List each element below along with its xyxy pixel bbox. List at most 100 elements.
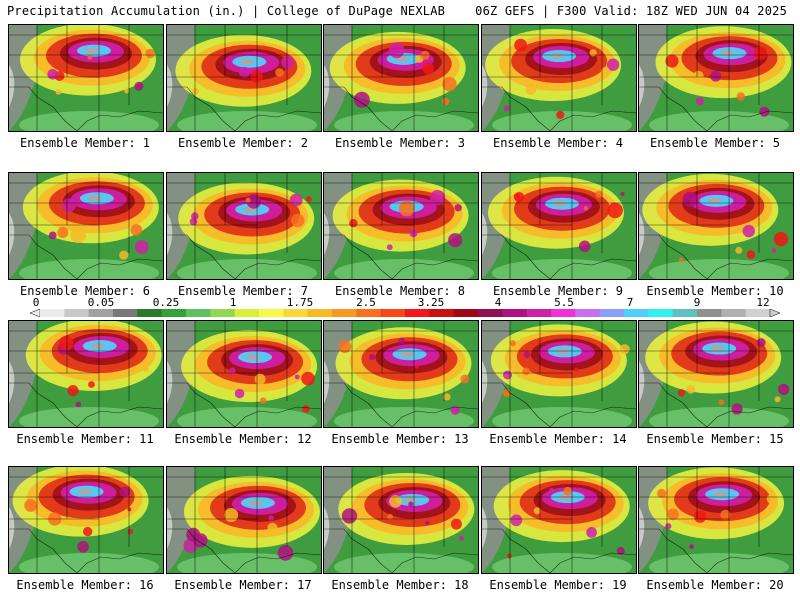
state-boundary [234,258,321,279]
colorbar-swatch [234,309,260,317]
ensemble-member-panel [481,172,637,280]
colorbar-swatch [259,309,284,317]
precip-cell [525,83,537,95]
precip-cell [454,204,462,212]
precip-cell [389,495,402,508]
ensemble-member-panel [481,466,637,574]
precip-cell [130,367,137,374]
colorbar-swatch [478,309,503,317]
ensemble-member-label: Ensemble Member: 11 [16,432,154,446]
precip-max [400,351,415,358]
colorbar-swatch [405,309,430,317]
precip-cell [616,546,625,555]
ensemble-member-label: Ensemble Member: 13 [331,432,469,446]
colorbar-swatch [624,309,649,317]
gulf-precip [649,111,789,131]
precip-max [707,197,722,204]
gulf-precip [334,407,474,427]
ensemble-member-label: Ensemble Member: 2 [177,136,309,150]
precip-cell [578,240,591,253]
colorbar-swatch [307,309,333,317]
precip-cell [682,191,698,207]
precip-cell [252,51,257,56]
precip-cell [268,515,274,521]
precip-cell [710,70,722,82]
precip-cell [563,486,572,496]
precip-cell [192,87,199,95]
precip-cell [742,224,755,238]
state-boundary [324,382,393,427]
precip-map [9,321,163,427]
colorbar-swatch [599,309,625,317]
precip-cell [234,388,245,399]
precip-cell [398,337,406,345]
precip-cell [239,66,250,78]
precip-cell [510,514,523,527]
ensemble-member-panel [8,24,164,132]
colorbar-swatch [332,309,357,317]
state-boundary [167,234,236,279]
precip-cell [250,70,263,83]
state-boundary [391,110,478,131]
precip-cell [349,219,358,228]
state-boundary [76,258,163,279]
precip-map [482,173,636,279]
colorbar-tick-label: 1 [229,296,237,309]
precip-map [324,467,478,573]
state-boundary [391,258,478,279]
precip-map [9,25,163,131]
state-boundary [482,234,551,279]
precip-map [482,321,636,427]
gulf-precip [649,553,789,573]
precip-cell [665,523,672,530]
dry-region [9,65,15,107]
precip-cell [408,501,414,507]
precip-cell [48,231,57,240]
precip-cell [277,545,294,561]
precip-cell [388,42,405,59]
precip-cell [386,244,393,251]
state-boundary [549,110,636,131]
precip-cell [522,367,530,376]
precip-cell [606,58,620,71]
precip-cell [574,367,579,372]
state-boundary [9,528,78,573]
precip-cell [778,383,790,396]
ensemble-member-label: Ensemble Member: 5 [649,136,781,150]
precip-cell [736,92,745,101]
colorbar-swatch [210,309,236,317]
precip-cell [67,385,79,397]
colorbar-tick-label: 0.05 [87,296,115,309]
precip-cell [450,405,460,415]
precip-cell [289,193,303,207]
precip-cell [600,67,610,76]
dry-region [639,361,645,403]
gulf-precip [334,111,474,131]
colorbar-swatch [526,309,552,317]
precip-map [639,467,793,573]
precip-cell [503,370,512,380]
precip-cell [429,190,446,206]
precip-cell [246,194,262,209]
precip-cell [281,55,295,69]
gulf-precip [19,407,159,427]
ensemble-member-panel [481,320,637,428]
colorbar-swatch [161,309,187,317]
state-boundary [639,86,708,131]
precip-map [167,321,321,427]
precip-cell [450,518,462,530]
gulf-precip [19,111,159,131]
ensemble-member-panel [166,24,322,132]
precip-cell [441,97,450,106]
precip-cell [119,250,129,260]
precip-cell [665,54,679,68]
state-boundary [76,552,163,573]
state-boundary [9,86,78,131]
state-boundary [549,258,636,279]
colorbar-tick-label: 2.5 [356,296,376,309]
colorbar-swatch [648,309,674,317]
precip-cell [507,553,512,559]
gulf-precip [177,259,317,279]
dry-region [9,507,15,549]
colorbar-swatch [186,309,211,317]
